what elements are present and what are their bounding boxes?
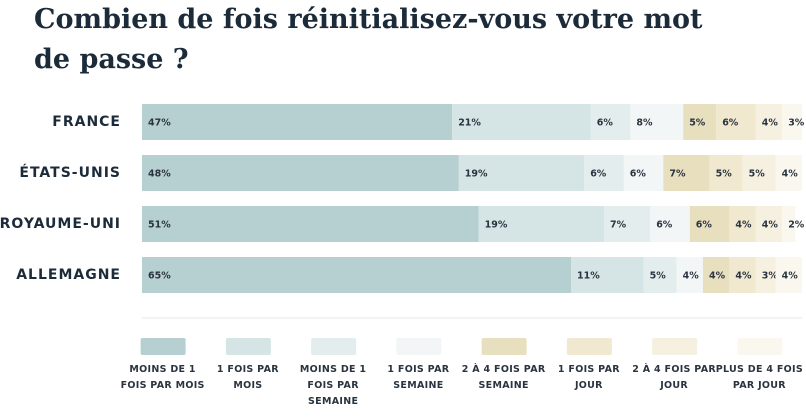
value-label: 5%: [650, 271, 667, 282]
bar-segment: [729, 257, 756, 293]
bar-segment: [650, 206, 690, 242]
legend-label-box: 1 FOIS PAR SEMAINE: [387, 364, 450, 391]
legend-label: 2 À 4 FOIS PAR SEMAINE: [461, 364, 546, 391]
value-label: 6%: [696, 220, 713, 231]
value-label: 4%: [683, 271, 700, 282]
value-label: 19%: [465, 169, 488, 180]
bar-segment: [571, 257, 644, 293]
legend-label-box: MOINS DE 1 FOIS PAR SEMAINE: [299, 364, 367, 407]
value-label: 4%: [735, 220, 752, 231]
legend-label-box: PLUS DE 4 FOIS PAR JOUR: [715, 364, 804, 391]
value-label: 6%: [722, 118, 739, 129]
bar-segment: [782, 206, 796, 242]
bar-segment: [782, 104, 802, 140]
category-label: ALLEMAGNE: [16, 267, 121, 283]
bar-segment: [142, 257, 571, 293]
value-label: 4%: [709, 271, 726, 282]
bar-segment: [755, 257, 776, 293]
value-label: 48%: [148, 169, 171, 180]
value-label: 4%: [782, 271, 799, 282]
legend-label: PLUS DE 4 FOIS PAR JOUR: [715, 364, 804, 391]
legend-label-box: MOINS DE 1 FOIS PAR MOIS: [120, 364, 205, 391]
bar-segment: [630, 104, 684, 140]
legend-label-box: 2 À 4 FOIS PAR SEMAINE: [461, 364, 546, 391]
value-label: 4%: [782, 169, 799, 180]
value-label: 5%: [749, 169, 766, 180]
legend-label: 1 FOIS PAR JOUR: [557, 364, 620, 391]
bar-segment: [452, 104, 591, 140]
legend-swatch: [566, 338, 612, 355]
bar-segment: [663, 155, 710, 191]
value-label: 51%: [148, 220, 171, 231]
bar-segment: [623, 155, 664, 191]
value-label: 2%: [788, 220, 805, 231]
bar-segment: [703, 257, 730, 293]
value-label: 11%: [577, 271, 600, 282]
bar-segment: [729, 206, 756, 242]
bar-segment: [742, 155, 776, 191]
legend-swatch: [140, 338, 186, 355]
category-label: ROYAUME-UNI: [0, 216, 121, 232]
bar-segment: [709, 155, 743, 191]
category-label: FRANCE: [52, 114, 121, 130]
bar-segment: [584, 155, 624, 191]
legend-label: 1 FOIS PAR MOIS: [216, 364, 279, 391]
value-label: 4%: [762, 118, 779, 129]
value-label: 7%: [669, 169, 686, 180]
value-label: 7%: [610, 220, 627, 231]
bar-segment: [689, 206, 730, 242]
value-label: 19%: [485, 220, 508, 231]
value-label: 4%: [735, 271, 752, 282]
category-label: ÉTATS-UNIS: [19, 164, 121, 181]
value-label: 4%: [762, 220, 779, 231]
bar-segment: [716, 104, 756, 140]
value-label: 21%: [458, 118, 481, 129]
legend-swatch: [737, 338, 783, 355]
legend-swatch: [652, 338, 698, 355]
bar-segment: [142, 206, 479, 242]
bar-segment: [458, 155, 585, 191]
bar-segment: [590, 104, 631, 140]
value-label: 6%: [656, 220, 673, 231]
legend-swatch: [396, 338, 442, 355]
value-label: 8%: [636, 118, 653, 129]
legend-label: 2 À 4 FOIS PAR JOUR: [632, 364, 716, 391]
legend-label: MOINS DE 1 FOIS PAR MOIS: [120, 364, 205, 391]
bar-segment: [755, 206, 783, 242]
value-label: 3%: [762, 271, 779, 282]
value-label: 3%: [788, 118, 805, 129]
legend-swatch: [311, 338, 357, 355]
bar-segment: [676, 257, 703, 293]
bar-segment: [142, 104, 453, 140]
value-label: 6%: [630, 169, 647, 180]
legend-label-box: 1 FOIS PAR MOIS: [216, 364, 279, 391]
legend-label: MOINS DE 1 FOIS PAR SEMAINE: [299, 364, 367, 407]
bar-segment: [643, 257, 677, 293]
value-label: 6%: [597, 118, 614, 129]
legend-swatch: [481, 338, 527, 355]
legend-label-box: 1 FOIS PAR JOUR: [557, 364, 620, 391]
legend-swatch: [225, 338, 271, 355]
chart-title: Combien de fois réinitialisez-vous votre…: [34, 4, 703, 75]
legend-label: 1 FOIS PAR SEMAINE: [387, 364, 450, 391]
title-box: Combien de fois réinitialisez-vous votre…: [34, 4, 703, 75]
bar-segment: [683, 104, 717, 140]
value-label: 6%: [590, 169, 607, 180]
bar-segment: [755, 104, 783, 140]
bar-segment: [142, 155, 459, 191]
value-label: 65%: [148, 271, 171, 282]
bar-segment: [775, 155, 802, 191]
value-label: 47%: [148, 118, 171, 129]
bar-segment: [478, 206, 604, 242]
value-label: 5%: [689, 118, 706, 129]
bar-segment: [604, 206, 651, 242]
value-label: 5%: [716, 169, 733, 180]
legend-label-box: 2 À 4 FOIS PAR JOUR: [632, 364, 716, 391]
bar-segment: [775, 257, 802, 293]
